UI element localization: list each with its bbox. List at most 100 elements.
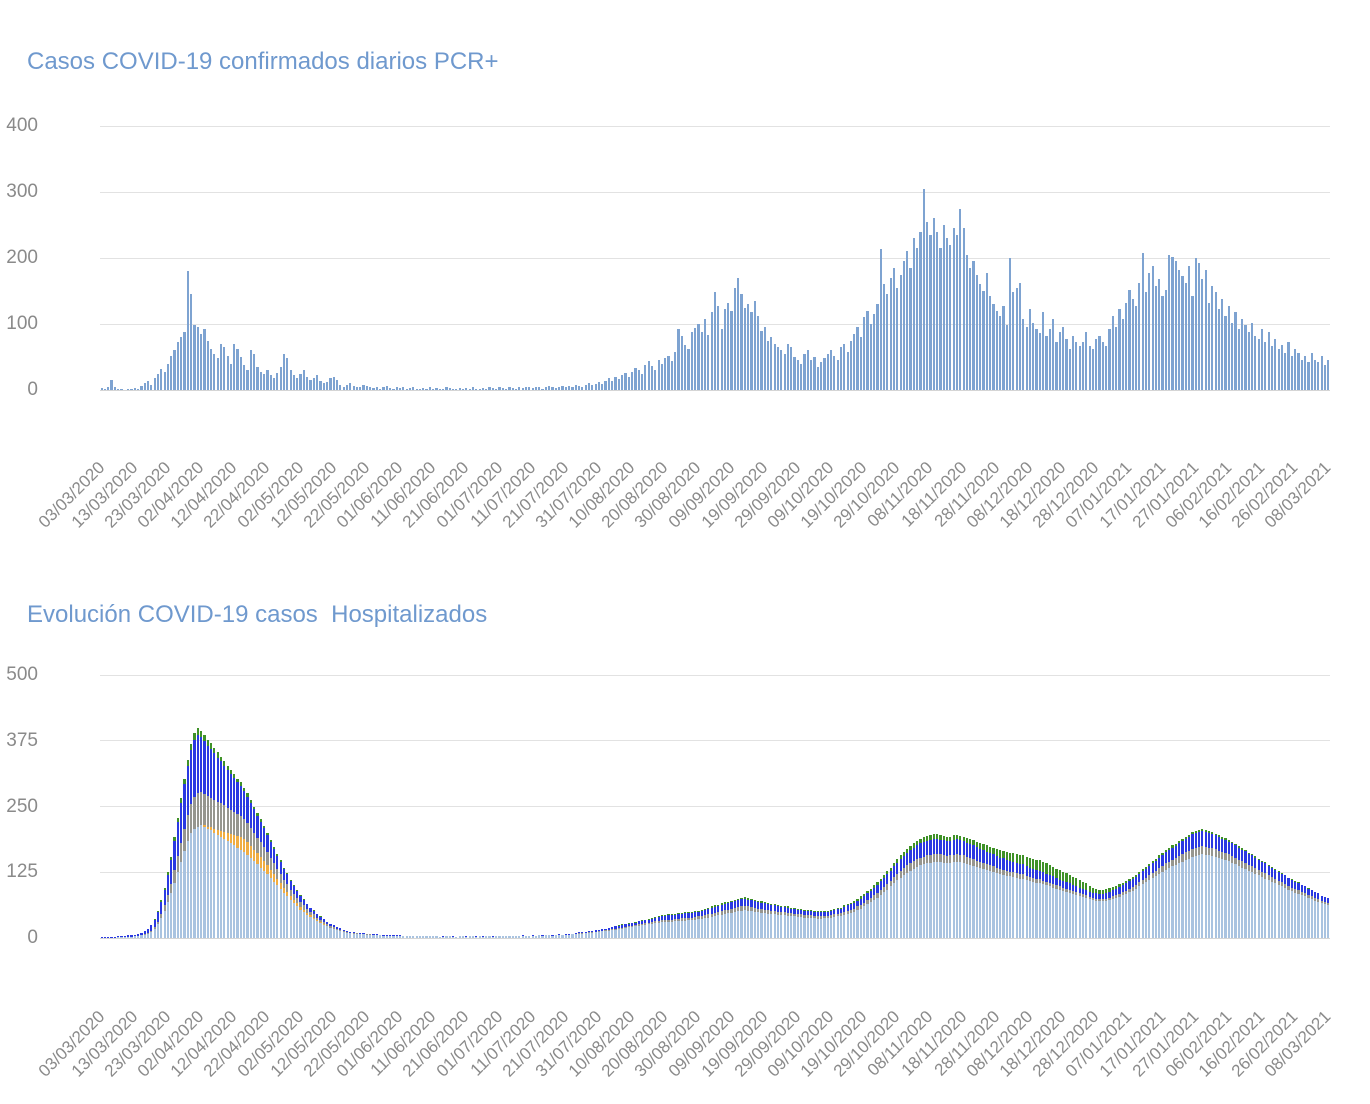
series-gray-segment <box>1161 865 1164 872</box>
bar <box>173 350 176 390</box>
series-gray-segment <box>223 805 226 832</box>
bar <box>528 935 531 938</box>
series-green-segment <box>677 913 680 915</box>
series-gray-segment <box>896 873 899 881</box>
series-green-segment <box>1237 846 1240 848</box>
series-lightblue-segment <box>912 868 916 938</box>
series-blue-segment <box>1121 885 1124 893</box>
series-blue-segment <box>929 840 932 855</box>
series-gray-segment <box>936 853 939 862</box>
series-lightblue-segment <box>1075 894 1078 938</box>
series-lightblue-segment <box>272 881 276 938</box>
series-lightblue-segment <box>853 911 856 938</box>
series-green-segment <box>756 900 760 903</box>
series-green-segment <box>932 834 935 840</box>
bar <box>747 898 750 938</box>
bar <box>1313 891 1317 938</box>
bar <box>415 935 418 938</box>
bar-segment <box>173 350 176 390</box>
series-lightblue-segment <box>554 935 557 938</box>
bar-segment <box>239 357 242 390</box>
bar-segment <box>743 307 746 390</box>
bar-segment <box>299 373 302 390</box>
series-gray-segment <box>624 926 627 929</box>
series-lightblue-segment <box>120 937 123 938</box>
series-blue-segment <box>1178 843 1181 856</box>
bar <box>418 935 422 938</box>
series-green-segment <box>783 905 786 907</box>
bar <box>806 909 809 938</box>
series-blue-segment <box>203 741 206 794</box>
bar <box>279 860 282 938</box>
series-blue-segment <box>352 932 355 934</box>
series-blue-segment <box>690 912 693 918</box>
series-blue-segment <box>1035 869 1038 879</box>
series-lightblue-segment <box>1015 878 1018 938</box>
series-blue-segment <box>1327 898 1330 904</box>
series-green-segment <box>1201 829 1204 832</box>
bar-segment <box>684 345 687 390</box>
bar-segment <box>163 371 166 390</box>
series-green-segment <box>156 911 160 913</box>
series-blue-segment <box>826 911 829 916</box>
bar-segment <box>909 267 912 390</box>
series-lightblue-segment <box>1201 854 1204 938</box>
series-blue-segment <box>435 935 438 937</box>
series-lightblue-segment <box>717 915 720 938</box>
series-blue-segment <box>647 919 650 923</box>
bar <box>783 905 786 938</box>
series-green-segment <box>282 867 286 869</box>
series-blue-segment <box>982 849 985 863</box>
series-lightblue-segment <box>902 874 906 938</box>
series-blue-segment <box>644 920 647 924</box>
bar-segment <box>548 386 551 390</box>
bar-segment <box>375 386 378 390</box>
series-lightblue-segment <box>1307 898 1310 938</box>
bar-segment <box>631 371 634 390</box>
series-lightblue-segment <box>690 920 693 938</box>
bar <box>882 284 886 390</box>
series-lightblue-segment <box>587 932 591 938</box>
bar <box>292 884 296 938</box>
bar-segment <box>1307 362 1310 390</box>
series-blue-segment <box>1294 881 1297 890</box>
bar-segment <box>1161 296 1164 390</box>
bar <box>936 833 939 938</box>
series-gray-segment <box>246 823 249 843</box>
bar <box>657 359 660 390</box>
series-lightblue-segment <box>979 868 982 938</box>
bar-segment <box>329 378 332 390</box>
series-lightblue-segment <box>514 936 518 938</box>
series-green-segment <box>839 907 843 909</box>
bar-segment <box>773 343 776 390</box>
bar <box>1005 851 1008 938</box>
series-gray-segment <box>1270 877 1274 882</box>
bar <box>451 936 455 938</box>
bar-segment <box>1131 298 1134 390</box>
bar-segment <box>498 387 501 390</box>
series-gray-segment <box>1234 857 1237 865</box>
bar <box>180 337 183 390</box>
series-blue-segment <box>130 935 133 937</box>
series-gray-segment <box>272 863 276 874</box>
bar-segment <box>763 327 766 390</box>
bar-segment <box>153 378 156 390</box>
series-gray-segment <box>375 934 378 936</box>
bar <box>133 388 136 390</box>
series-green-segment <box>634 922 637 923</box>
bar-segment <box>730 310 733 390</box>
bar <box>312 378 315 390</box>
bar <box>919 231 922 390</box>
bar <box>498 387 501 390</box>
series-lightblue-segment <box>541 935 544 938</box>
bar <box>892 267 896 390</box>
bar <box>286 873 289 938</box>
series-lightblue-segment <box>335 930 339 938</box>
series-lightblue-segment <box>402 936 405 938</box>
series-blue-segment <box>660 916 664 921</box>
bar <box>511 935 514 938</box>
series-gray-segment <box>856 906 859 911</box>
bar-segment <box>1250 322 1254 390</box>
bar <box>803 909 806 938</box>
bar <box>574 384 577 390</box>
